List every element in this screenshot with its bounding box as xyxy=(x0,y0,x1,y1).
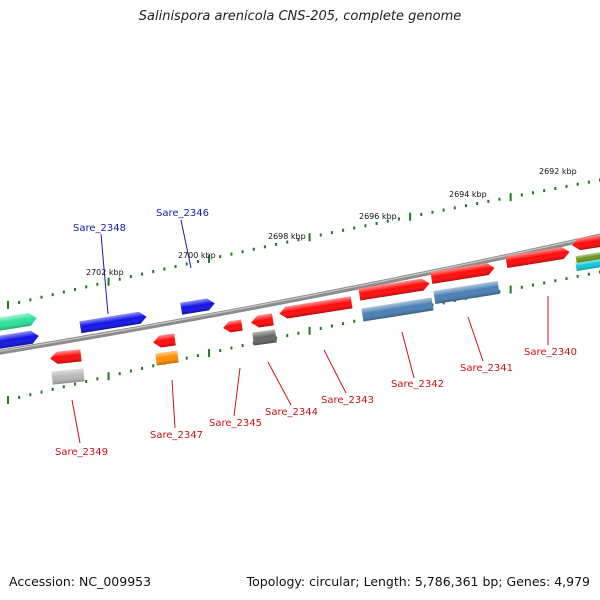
gene-label-sare-2342[interactable]: Sare_2342 xyxy=(391,379,444,390)
gene-label-sare-2340[interactable]: Sare_2340 xyxy=(524,347,577,358)
accession-text: Accession: NC_009953 xyxy=(9,574,152,589)
genome-summary-text: Topology: circular; Length: 5,786,361 bp… xyxy=(246,574,590,589)
gene-sare-2344[interactable] xyxy=(250,313,274,328)
scale-label-2700: 2700 kbp xyxy=(178,251,216,260)
gene-label-sare-2341[interactable]: Sare_2341 xyxy=(460,363,513,374)
gene-left-green[interactable] xyxy=(0,312,38,332)
leader-line xyxy=(71,399,81,444)
gene-label-sare-2345[interactable]: Sare_2345 xyxy=(209,418,262,429)
scale-label-2702: 2702 kbp xyxy=(86,268,124,277)
gene-right-olive[interactable] xyxy=(575,252,600,263)
gene-right-cyan[interactable] xyxy=(575,259,600,271)
gene-right-red[interactable] xyxy=(571,234,600,252)
gene-sare-2343[interactable] xyxy=(279,296,353,319)
gene-features xyxy=(0,234,600,385)
gene-label-sare-2348[interactable]: Sare_2348 xyxy=(73,223,126,234)
gene-sare-2349-red[interactable] xyxy=(49,349,82,364)
gene-sare-2342-region[interactable] xyxy=(358,278,430,301)
genome-backbone xyxy=(0,233,600,355)
scale-label-2692: 2692 kbp xyxy=(539,167,577,176)
gene-label-sare-2343[interactable]: Sare_2343 xyxy=(321,395,374,406)
leader-line xyxy=(467,316,484,362)
gene-sare-2345[interactable] xyxy=(222,319,243,334)
leader-line xyxy=(171,379,176,429)
gene-sare-2341-region[interactable] xyxy=(430,262,495,284)
leader-line xyxy=(180,219,192,269)
leader-line xyxy=(267,361,292,406)
gene-sare-2346[interactable] xyxy=(180,297,215,315)
label-leader-lines xyxy=(71,219,549,444)
leader-line xyxy=(401,331,415,379)
gene-sare-2344-gray[interactable] xyxy=(252,329,277,346)
gene-sare-2347[interactable] xyxy=(155,350,179,366)
gene-sare-2347-red[interactable] xyxy=(152,333,176,349)
leader-line xyxy=(100,233,109,315)
map-title: Salinispora arenicola CNS-205, complete … xyxy=(138,9,462,24)
gene-sare-2341[interactable] xyxy=(433,280,500,305)
gene-sare-2340-region[interactable] xyxy=(505,246,570,268)
gene-left-blue[interactable] xyxy=(0,330,40,350)
gene-sare-2342[interactable] xyxy=(361,297,434,322)
gene-label-sare-2344[interactable]: Sare_2344 xyxy=(265,407,318,418)
scale-label-2694: 2694 kbp xyxy=(449,190,487,199)
gene-sare-2348[interactable] xyxy=(79,311,147,334)
gene-sare-2349[interactable] xyxy=(51,368,85,385)
scale-ticks xyxy=(7,178,600,404)
gene-label-sare-2347[interactable]: Sare_2347 xyxy=(150,430,203,441)
gene-label-sare-2349[interactable]: Sare_2349 xyxy=(55,447,108,458)
leader-line xyxy=(323,349,347,394)
scale-label-2698: 2698 kbp xyxy=(268,232,306,241)
leader-line xyxy=(233,367,241,417)
gene-label-sare-2346[interactable]: Sare_2346 xyxy=(156,208,209,219)
scale-label-2696: 2696 kbp xyxy=(359,212,397,221)
